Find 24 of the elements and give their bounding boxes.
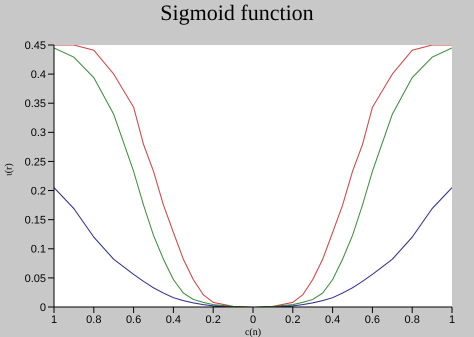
x-tick-label: 0 bbox=[250, 314, 256, 326]
y-tick-label: 0.3 bbox=[30, 127, 46, 140]
x-tick-label: 1 bbox=[50, 314, 58, 326]
x-tick-label: 0.6 bbox=[364, 314, 380, 326]
y-tick-label: 0.05 bbox=[24, 272, 46, 285]
x-axis-title: c(n) bbox=[244, 327, 262, 337]
chart-title: Sigmoid function bbox=[159, 0, 315, 26]
y-tick-label: 0 bbox=[40, 302, 46, 314]
x-tick-label: 0.8 bbox=[86, 314, 102, 326]
y-tick-label: 0.15 bbox=[24, 214, 46, 227]
y-tick-label: 0.35 bbox=[24, 98, 46, 110]
x-tick-label: 0.2 bbox=[285, 314, 300, 326]
y-tick-label: 0.25 bbox=[24, 156, 46, 168]
y-tick-label: 0.45 bbox=[24, 40, 46, 52]
x-tick-label: 0.8 bbox=[404, 314, 420, 326]
x-tick-label: 0.4 bbox=[324, 314, 340, 326]
x-tick-label: 0.6 bbox=[126, 314, 142, 326]
y-axis-title: ι(r) bbox=[4, 163, 15, 176]
x-tick-label: 1 bbox=[448, 314, 456, 326]
y-tick-label: 0.4 bbox=[30, 69, 46, 82]
x-tick-label: 0.2 bbox=[206, 314, 221, 326]
x-tick-label: 0.4 bbox=[166, 314, 182, 326]
y-tick-label: 0.2 bbox=[30, 185, 46, 198]
y-tick-label: 0.1 bbox=[30, 244, 46, 256]
